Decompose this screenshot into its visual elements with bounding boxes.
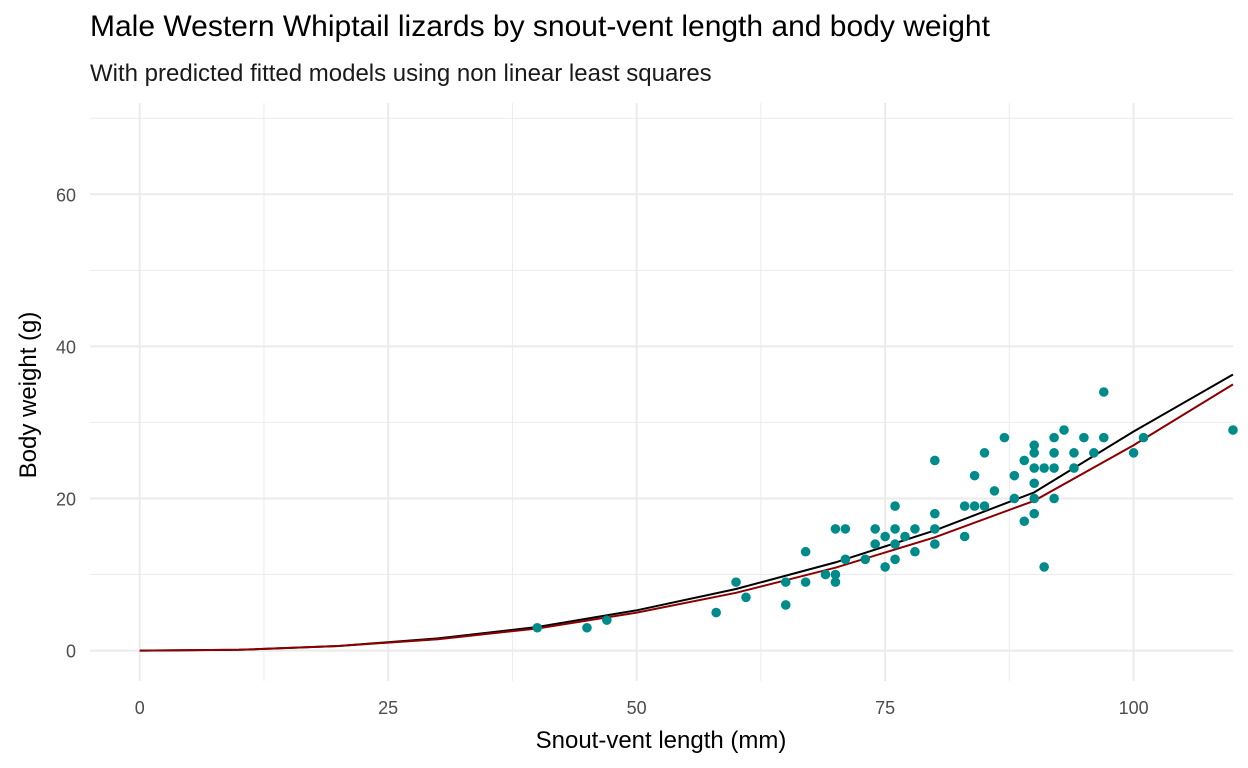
data-point [1009, 470, 1020, 481]
y-axis-title: Body weight (g) [15, 312, 42, 479]
data-point [1138, 432, 1149, 443]
data-point [969, 501, 980, 511]
data-point [1029, 463, 1040, 473]
data-point [1029, 478, 1040, 489]
data-point [930, 455, 940, 466]
y-tick-label: 0 [66, 642, 76, 662]
data-point [731, 577, 741, 587]
data-point [1009, 493, 1020, 504]
major-gridlines [90, 103, 1233, 681]
data-point [800, 546, 811, 557]
data-point [830, 577, 841, 587]
data-point [780, 577, 791, 587]
chart-title: Male Western Whiptail lizards by snout-v… [90, 10, 990, 43]
data-point [1059, 425, 1069, 435]
data-point [890, 554, 900, 565]
data-point [1039, 463, 1049, 473]
x-axis-title: Snout-vent length (mm) [536, 727, 787, 754]
data-point [840, 554, 851, 565]
data-point [1039, 562, 1049, 572]
data-points [532, 387, 1238, 633]
data-point [1128, 448, 1139, 458]
data-point [860, 554, 871, 565]
data-point [910, 524, 920, 534]
x-tick-label: 25 [378, 698, 398, 718]
x-tick-label: 100 [1119, 698, 1149, 718]
fitted-model-line [139, 383, 1234, 652]
y-tick-label: 60 [56, 185, 76, 205]
x-tick-label: 75 [875, 698, 895, 718]
data-point [1019, 516, 1030, 527]
data-point [820, 569, 831, 580]
data-point [959, 501, 970, 511]
data-point [979, 501, 990, 511]
data-point [1019, 455, 1030, 466]
fitted-model-line [139, 373, 1234, 652]
data-point [870, 539, 880, 549]
data-point [989, 486, 1000, 496]
data-point [1089, 448, 1099, 458]
y-axis-ticks: 0 20 40 60 [56, 185, 76, 661]
data-point [1069, 463, 1079, 473]
data-point [880, 531, 890, 542]
data-point [1029, 493, 1040, 504]
data-point [979, 448, 990, 458]
data-point [1049, 432, 1059, 443]
data-point [741, 592, 751, 603]
data-point [959, 531, 970, 542]
data-point [900, 531, 910, 542]
data-point [830, 524, 841, 534]
data-point [1079, 432, 1089, 443]
data-point [1228, 425, 1238, 435]
data-point [930, 508, 940, 519]
data-point [1029, 440, 1040, 451]
data-point [800, 577, 811, 587]
data-point [910, 546, 920, 557]
data-point [1029, 508, 1040, 519]
data-point [890, 524, 900, 534]
data-point [969, 470, 980, 481]
data-point [1098, 432, 1109, 443]
data-point [711, 607, 721, 618]
x-axis-ticks: 0 25 50 75 100 [135, 698, 1149, 718]
data-point [870, 524, 880, 534]
data-point [582, 622, 592, 633]
data-point [1049, 448, 1059, 458]
data-point [930, 524, 940, 534]
data-point [830, 569, 841, 580]
data-point [890, 501, 900, 511]
data-point [930, 539, 940, 549]
data-point [880, 562, 890, 572]
data-point [602, 615, 612, 625]
y-tick-label: 40 [56, 337, 76, 357]
data-point [840, 524, 851, 534]
minor-gridlines [90, 103, 1233, 681]
data-point [780, 600, 791, 610]
fitted-model-lines [139, 373, 1234, 652]
data-point [1098, 387, 1109, 397]
data-point [1029, 448, 1040, 458]
data-point [1049, 463, 1059, 473]
x-tick-label: 0 [135, 698, 145, 718]
data-point [890, 539, 900, 549]
chart-subtitle: With predicted fitted models using non l… [90, 60, 712, 87]
y-tick-label: 20 [56, 489, 76, 509]
data-point [532, 622, 543, 633]
data-point [999, 432, 1010, 443]
data-point [1049, 493, 1059, 504]
x-tick-label: 50 [627, 698, 647, 718]
data-point [1069, 448, 1079, 458]
